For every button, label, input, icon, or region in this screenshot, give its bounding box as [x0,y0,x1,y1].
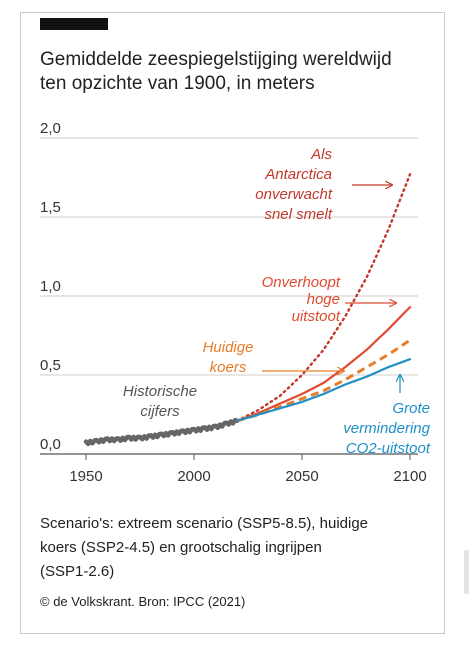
y-tick-label: 2,0 [40,120,61,137]
annotation-ssp585: Onverhoopt [262,274,341,291]
y-tick-label: 0,0 [40,436,61,453]
page-edge-marker [464,550,469,594]
series-line-ssp245 [236,338,411,423]
annotation-ssp585: hoge [307,291,340,308]
series-line-historical [83,417,240,447]
chart-card [20,12,445,634]
y-axis-ticks: 0,0 0,5 1,0 1,5 2,0 [40,120,61,453]
note-line-3: (SSP1-2.6) [40,563,115,580]
title-line-2: ten opzichte van 1900, in meters [40,73,315,94]
title-line-1: Gemiddelde zeespiegelstijging wereldwijd [40,49,392,70]
series-line-ssp585 [236,306,412,422]
note-line-2: koers (SSP2-4.5) en grootschalig ingrijp… [40,539,322,556]
annotations-group: Historische cijfers Als Antarctica onverwach… [123,146,431,457]
annotation-ssp126: vermindering [343,420,430,437]
annotation-ssp126: Grote [392,400,430,417]
annotation-ssp245: Huidige [203,339,254,356]
annotation-historical: cijfers [140,403,180,420]
y-tick-label: 1,5 [40,199,61,216]
annotation-ssp126: CO2-uitstoot [346,440,431,457]
annotation-ssp585: uitstoot [292,308,341,325]
x-tick-label: 1950 [69,468,102,485]
annotation-antarctica: Antarctica [264,166,332,183]
series-group [83,173,412,447]
y-tick-label: 1,0 [40,278,61,295]
x-axis-ticks: 1950 2000 2050 2100 [69,454,427,485]
y-tick-label: 0,5 [40,357,61,374]
note-line-1: Scenario's: extreem scenario (SSP5-8.5),… [40,515,369,532]
series-line-ssp126 [236,358,412,422]
annotation-ssp245: koers [210,359,247,376]
chart-title: Gemiddelde zeespiegelstijging wereldwijd… [40,48,440,96]
x-tick-label: 2000 [177,468,210,485]
series-line-antarctica [235,173,412,422]
brand-bar [40,18,108,30]
x-tick-label: 2050 [285,468,318,485]
annotation-historical: Historische [123,383,197,400]
annotation-antarctica: snel smelt [264,206,332,223]
source-credit: © de Volkskrant. Bron: IPCC (2021) [40,594,246,609]
grid-lines [40,137,418,455]
scenario-note: Scenario's: extreem scenario (SSP5-8.5),… [40,512,440,584]
annotation-antarctica: Als [310,146,332,163]
x-tick-label: 2100 [393,468,426,485]
annotation-antarctica: onverwacht [255,186,333,203]
